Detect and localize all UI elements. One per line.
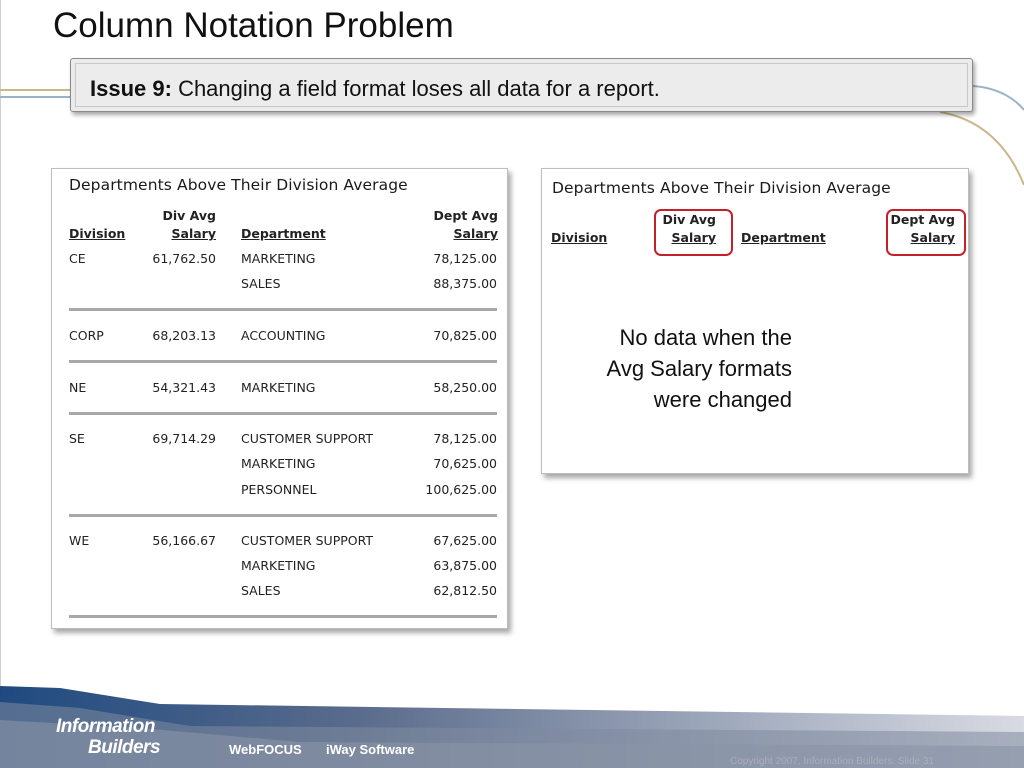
issue-description: Changing a field format loses all data f… — [178, 76, 660, 101]
footer-link-iway: iWay Software — [326, 742, 415, 757]
header-division: Division — [69, 226, 126, 241]
issue-label: Issue 9: — [90, 76, 172, 101]
company-logo-line1: Information — [56, 716, 156, 737]
group-separator — [69, 514, 497, 517]
report-without-data: Departments Above Their Division Average… — [541, 168, 969, 474]
header-division: Division — [551, 230, 608, 245]
group-separator — [69, 615, 497, 618]
group-separator — [69, 360, 497, 363]
header-department: Department — [741, 230, 826, 245]
header-dept-avg-salary: Dept Avg Salary — [890, 212, 955, 245]
issue-box: Issue 9: Changing a field format loses a… — [70, 58, 973, 112]
report-title: Departments Above Their Division Average — [69, 176, 408, 194]
slide-title: Column Notation Problem — [53, 6, 454, 45]
issue-text: Issue 9: Changing a field format loses a… — [75, 63, 968, 107]
header-div-avg-salary: Div Avg Salary — [162, 208, 217, 241]
group-separator — [69, 412, 497, 415]
footer-link-webfocus: WebFOCUS — [229, 742, 302, 757]
header-div-avg-salary: Div Avg Salary — [662, 212, 717, 245]
company-logo-line2: Builders — [88, 737, 161, 758]
annotation-note: No data when the Avg Salary formats were… — [606, 325, 792, 412]
group-separator — [69, 308, 497, 311]
report-with-data: Departments Above Their Division Average… — [51, 168, 508, 629]
report-title: Departments Above Their Division Average — [552, 179, 891, 197]
header-dept-avg-salary: Dept Avg Salary — [433, 208, 498, 241]
dept-avg-callout — [886, 209, 966, 256]
header-department: Department — [241, 226, 326, 241]
copyright-text: Copyright 2007, Information Builders. Sl… — [730, 756, 935, 767]
div-avg-callout — [654, 209, 733, 256]
footer-banner — [0, 686, 1024, 768]
